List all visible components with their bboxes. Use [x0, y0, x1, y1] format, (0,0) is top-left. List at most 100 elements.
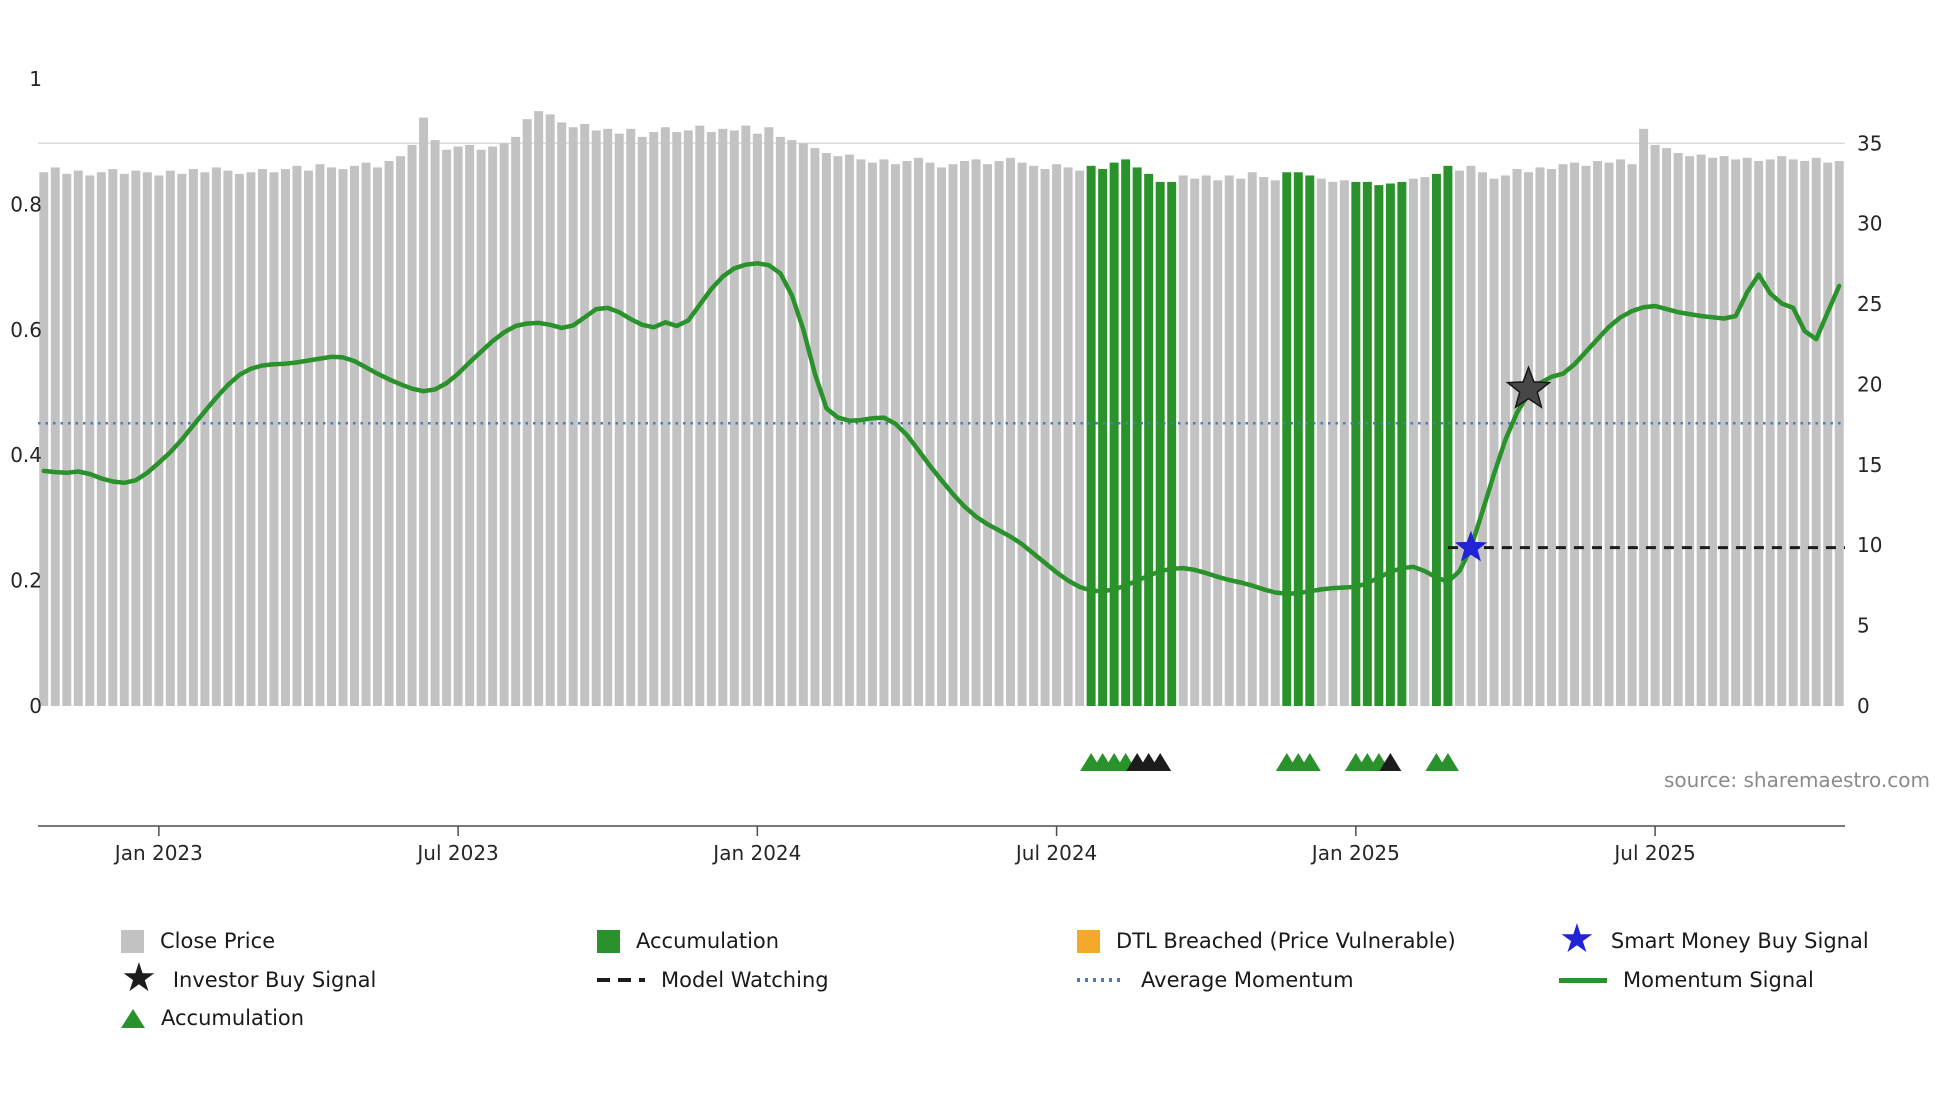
- legend-label: Average Momentum: [1141, 968, 1354, 992]
- close-price-bar: [810, 148, 820, 707]
- accumulation-bar: [1351, 181, 1361, 706]
- close-price-bar: [476, 149, 486, 706]
- close-price-bar: [1466, 165, 1476, 707]
- close-price-bar: [833, 156, 843, 706]
- close-price-bar: [1616, 159, 1626, 706]
- close-price-bar: [1547, 169, 1556, 706]
- close-price-bar: [1017, 162, 1027, 707]
- close-price-bar: [557, 122, 567, 706]
- green-triangle-icon: [121, 1008, 145, 1028]
- investor-buy-star-icon: [1505, 365, 1552, 409]
- accumulation-bar: [1397, 181, 1407, 706]
- close-price-bar: [672, 132, 682, 707]
- close-price-bar: [211, 167, 221, 706]
- close-price-bar: [1040, 169, 1050, 706]
- close-price-bar: [108, 169, 118, 706]
- close-price-bar: [1063, 167, 1073, 706]
- close-price-bar: [603, 128, 613, 707]
- close-price-bar: [269, 172, 279, 706]
- close-price-bar: [764, 127, 774, 706]
- accumulation-bar: [1385, 183, 1395, 706]
- accumulation-bar: [1305, 175, 1315, 706]
- close-price-bar: [591, 130, 601, 706]
- legend-item: DTL Breached (Price Vulnerable): [1077, 927, 1456, 955]
- close-price-bar: [419, 117, 429, 707]
- close-price-bar: [465, 144, 475, 706]
- close-price-bar: [1731, 159, 1741, 706]
- close-price-bar: [741, 125, 751, 707]
- legend-label: Investor Buy Signal: [172, 968, 377, 992]
- close-price-bar: [1581, 165, 1591, 707]
- accumulation-bar: [1293, 172, 1303, 706]
- close-price-bar: [1650, 144, 1660, 706]
- close-price-bar: [614, 133, 624, 706]
- close-price-bar: [948, 164, 958, 706]
- close-price-bar: [188, 169, 198, 706]
- close-price-bar: [971, 159, 981, 706]
- x-tick-label: Jan 2024: [711, 841, 801, 865]
- accumulation-bar: [1362, 181, 1372, 706]
- close-price-bar: [1213, 180, 1223, 707]
- legend-item: ★ Smart Money Buy Signal: [1559, 919, 1869, 959]
- close-price-bar: [821, 152, 831, 706]
- close-price-bar: [580, 124, 590, 706]
- close-price-bar: [303, 170, 313, 707]
- black-triangle-icon: [1149, 753, 1172, 771]
- source-attribution: source: sharemaestro.com: [1664, 768, 1930, 792]
- close-price-bar: [1754, 160, 1764, 706]
- close-price-bar: [1201, 175, 1211, 706]
- close-price-bar: [1316, 178, 1326, 706]
- y-tick-label-right: 5: [1857, 614, 1870, 638]
- accumulation-triangle-icon: [1298, 753, 1321, 771]
- close-price-bar: [1639, 128, 1649, 707]
- close-price-bar: [1685, 156, 1695, 706]
- close-price-bar: [442, 149, 452, 706]
- close-price-bar: [327, 167, 336, 706]
- accumulation-bar: [1144, 173, 1154, 706]
- close-price-bar: [649, 132, 659, 707]
- close-price-bar: [1236, 178, 1246, 706]
- close-price-bar: [50, 167, 60, 706]
- y-tick-label-left: 0.6: [10, 318, 42, 342]
- close-price-bar: [1604, 162, 1614, 707]
- close-price-bar: [1823, 162, 1833, 707]
- close-price-bar: [96, 172, 106, 706]
- black-triangle-icon: [1379, 753, 1402, 771]
- close-price-bar: [62, 173, 72, 706]
- legend-item: Model Watching: [597, 966, 829, 994]
- y-tick-label-right: 0: [1857, 694, 1870, 718]
- accumulation-bar: [1109, 162, 1119, 707]
- legend-label: Accumulation: [636, 929, 780, 953]
- close-price-bar: [1523, 172, 1533, 706]
- accumulation-bar: [1282, 172, 1292, 706]
- close-price-bar: [85, 175, 95, 706]
- green-line-icon: [1559, 977, 1607, 983]
- smart-money-buy-star-icon: [1454, 530, 1488, 562]
- close-price-bar: [568, 127, 578, 706]
- y-tick-label-right: 35: [1857, 131, 1882, 155]
- blue-dotted-line-icon: [1077, 978, 1125, 982]
- close-price-bar: [373, 167, 383, 706]
- close-price-bar: [1719, 156, 1729, 706]
- accumulation-bar: [1086, 165, 1096, 707]
- legend-label: Momentum Signal: [1623, 968, 1814, 992]
- y-tick-label-right: 25: [1857, 292, 1882, 316]
- close-price-bar: [534, 111, 544, 706]
- close-price-bar: [1593, 160, 1603, 706]
- close-price-bar: [1454, 170, 1464, 707]
- close-price-bar: [234, 173, 244, 706]
- y-tick-label-left: 1: [29, 67, 42, 91]
- close-price-bar: [844, 154, 854, 707]
- close-price-bar: [879, 159, 889, 706]
- close-price-bar: [1259, 177, 1269, 707]
- close-price-bar: [522, 119, 532, 706]
- close-price-bar: [430, 140, 440, 707]
- close-price-bar: [499, 143, 509, 707]
- x-tick-label: Jul 2023: [415, 841, 498, 865]
- accumulation-bar: [1155, 181, 1165, 706]
- accumulation-bar: [1167, 181, 1177, 706]
- close-price-bar: [131, 170, 141, 707]
- close-price-bar: [683, 130, 693, 706]
